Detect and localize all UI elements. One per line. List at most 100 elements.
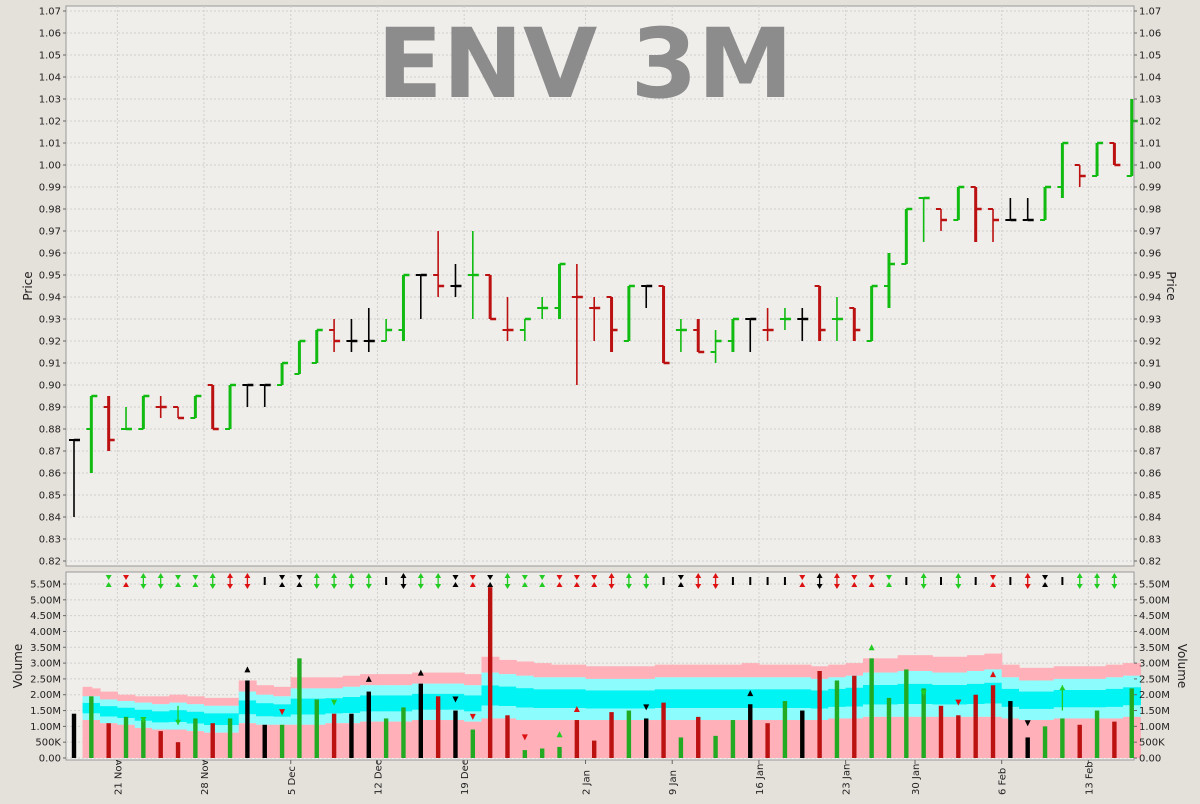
volume-band-inner: [776, 689, 795, 709]
ohlc-bar: [658, 285, 670, 365]
volume-signal-marker: [556, 731, 563, 738]
price-tick-label-right: 1.03: [1139, 95, 1161, 106]
volume-band-middle-upper: [152, 704, 170, 712]
ohlc-bar: [988, 208, 1000, 242]
top-marker-up: [885, 582, 892, 587]
volume-band-middle-lower: [533, 708, 552, 721]
ohlc-bar: [155, 396, 167, 418]
volume-band-middle-lower: [758, 708, 777, 721]
top-marker-arrow-up: [695, 573, 702, 578]
volume-band-upper: [741, 663, 760, 678]
volume-band-inner: [394, 695, 413, 712]
volume-bar: [470, 729, 476, 758]
price-tick-label-left: 0.98: [39, 205, 61, 216]
volume-band-middle-upper: [117, 701, 136, 708]
volume-band-middle-upper: [776, 677, 795, 690]
top-marker-down: [279, 575, 286, 580]
top-marker-arrow-down: [417, 584, 424, 589]
volume-bar: [245, 680, 250, 758]
price-tick-label-right: 1.02: [1139, 117, 1161, 128]
ohlc-bar: [346, 319, 358, 352]
top-marker-down: [556, 575, 563, 580]
volume-bar: [106, 723, 111, 758]
ohlc-bar: [589, 297, 601, 341]
price-tick-label-left: 0.97: [39, 227, 61, 238]
price-tick-label-right: 1.06: [1139, 29, 1161, 40]
volume-band-inner: [1088, 689, 1107, 708]
price-tick-label-right: 0.94: [1139, 293, 1161, 304]
volume-band-middle-upper: [342, 686, 361, 698]
volume-band-upper: [1123, 663, 1142, 676]
volume-band-inner: [1036, 691, 1055, 709]
price-tick-label-left: 1.04: [39, 73, 61, 84]
volume-signal-marker: [868, 644, 875, 651]
volume-axis-label-right: Volume: [1175, 644, 1189, 689]
volume-band-middle-lower: [724, 708, 743, 721]
price-tick-label-left: 0.95: [39, 271, 61, 282]
ohlc-bar: [745, 317, 757, 352]
ohlc-bar: [953, 185, 965, 221]
volume-band-upper: [308, 677, 327, 689]
top-marker-arrow-up: [331, 573, 338, 578]
ohlc-bar: [311, 328, 323, 364]
volume-band-upper: [602, 666, 621, 679]
top-marker-down: [452, 575, 459, 580]
top-marker-arrow-up: [920, 573, 927, 578]
volume-bar: [331, 713, 337, 758]
volume-bar: [383, 718, 389, 758]
ohlc-bar: [138, 394, 150, 430]
date-tick-label: 28 Nov: [200, 759, 211, 795]
volume-bar: [1042, 726, 1048, 758]
volume-tick-label-left: 4.00M: [30, 627, 61, 638]
price-tick-label-right: 0.91: [1139, 359, 1161, 370]
volume-band-middle-upper: [568, 677, 587, 690]
top-marker-up: [990, 582, 997, 587]
ohlc-bar: [537, 297, 549, 319]
volume-tick-label-left: 500K: [35, 738, 61, 749]
volume-band-middle-upper: [1036, 680, 1055, 692]
volume-band-middle-upper: [394, 685, 413, 696]
volume-band-middle-upper: [134, 702, 153, 710]
top-marker-up: [851, 582, 858, 587]
volume-band-upper: [464, 674, 483, 686]
volume-bar: [539, 748, 545, 758]
volume-bar: [557, 746, 562, 758]
ohlc-bar: [225, 383, 237, 430]
date-tick-label: 9 Jan: [668, 770, 679, 795]
price-tick-label-right: 0.97: [1139, 227, 1161, 238]
top-marker-down: [591, 575, 598, 580]
volume-band-inner: [117, 707, 136, 719]
top-marker-arrow-down: [227, 584, 234, 589]
volume-bar: [71, 713, 77, 758]
title-layer: ENV 3M: [377, 8, 793, 120]
volume-band-upper: [533, 663, 552, 678]
ohlc-bar: [363, 308, 375, 352]
top-marker-arrow-up: [955, 573, 962, 578]
volume-band-upper: [1105, 664, 1124, 678]
volume-band-middle-upper: [186, 704, 205, 712]
volume-band-upper: [498, 659, 517, 675]
volume-band-upper: [776, 664, 795, 678]
volume-band-middle-lower: [949, 704, 968, 717]
volume-tick-label-left: 4.50M: [30, 611, 61, 622]
volume-band-upper: [152, 696, 170, 705]
volume-bar: [696, 716, 701, 758]
top-marker-arrow-down: [1024, 584, 1031, 589]
top-marker-arrow-up: [1094, 573, 1101, 578]
volume-bar: [800, 710, 805, 758]
volume-bar: [227, 718, 233, 758]
volume-bar: [418, 683, 423, 758]
volume-band-inner: [1105, 688, 1124, 707]
ohlc-bar: [294, 339, 306, 375]
volume-band-inner: [204, 713, 222, 726]
top-marker-arrow-down: [816, 584, 823, 589]
volume-band-upper: [585, 666, 604, 679]
volume-band-upper: [828, 664, 847, 678]
volume-band-upper: [394, 674, 413, 686]
volume-band-middle-upper: [1019, 680, 1037, 692]
volume-bar: [956, 715, 961, 758]
volume-band-inner: [152, 711, 170, 723]
ohlc-bar: [641, 284, 653, 308]
date-tick-label: 30 Jan: [911, 764, 922, 795]
